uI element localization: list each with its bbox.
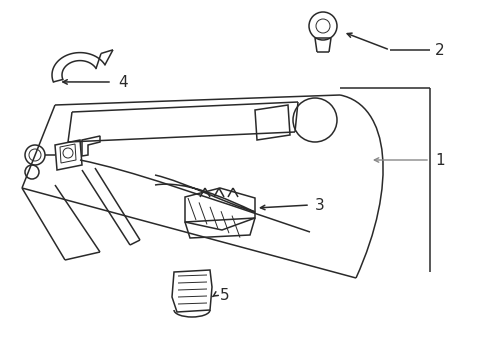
Text: 2: 2 [434, 42, 444, 58]
Text: 4: 4 [118, 75, 127, 90]
Text: 5: 5 [220, 288, 229, 302]
Text: 3: 3 [314, 198, 324, 212]
Text: 1: 1 [434, 153, 444, 167]
